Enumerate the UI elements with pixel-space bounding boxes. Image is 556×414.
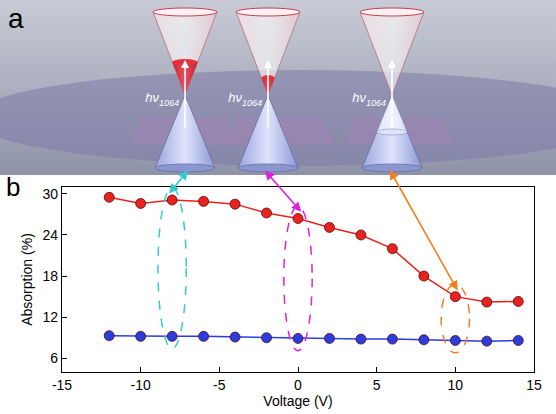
svg-text:18: 18 — [43, 268, 59, 284]
svg-text:0: 0 — [294, 377, 302, 393]
svg-text:6: 6 — [50, 350, 58, 366]
svg-text:24: 24 — [43, 227, 59, 243]
svg-text:-10: -10 — [131, 377, 151, 393]
svg-text:30: 30 — [43, 186, 59, 202]
svg-text:hν1064: hν1064 — [352, 90, 386, 108]
svg-text:Voltage (V): Voltage (V) — [263, 393, 332, 409]
svg-text:hν1064: hν1064 — [145, 90, 179, 108]
svg-text:5: 5 — [373, 377, 381, 393]
svg-text:10: 10 — [448, 377, 464, 393]
svg-text:-15: -15 — [52, 377, 72, 393]
svg-text:a: a — [8, 3, 24, 34]
svg-text:-5: -5 — [213, 377, 226, 393]
svg-text:12: 12 — [43, 309, 59, 325]
svg-text:hν1064: hν1064 — [228, 90, 262, 108]
svg-text:15: 15 — [526, 377, 542, 393]
html-text:b: b — [6, 172, 21, 202]
svg-text:Absorption (%): Absorption (%) — [19, 233, 35, 326]
